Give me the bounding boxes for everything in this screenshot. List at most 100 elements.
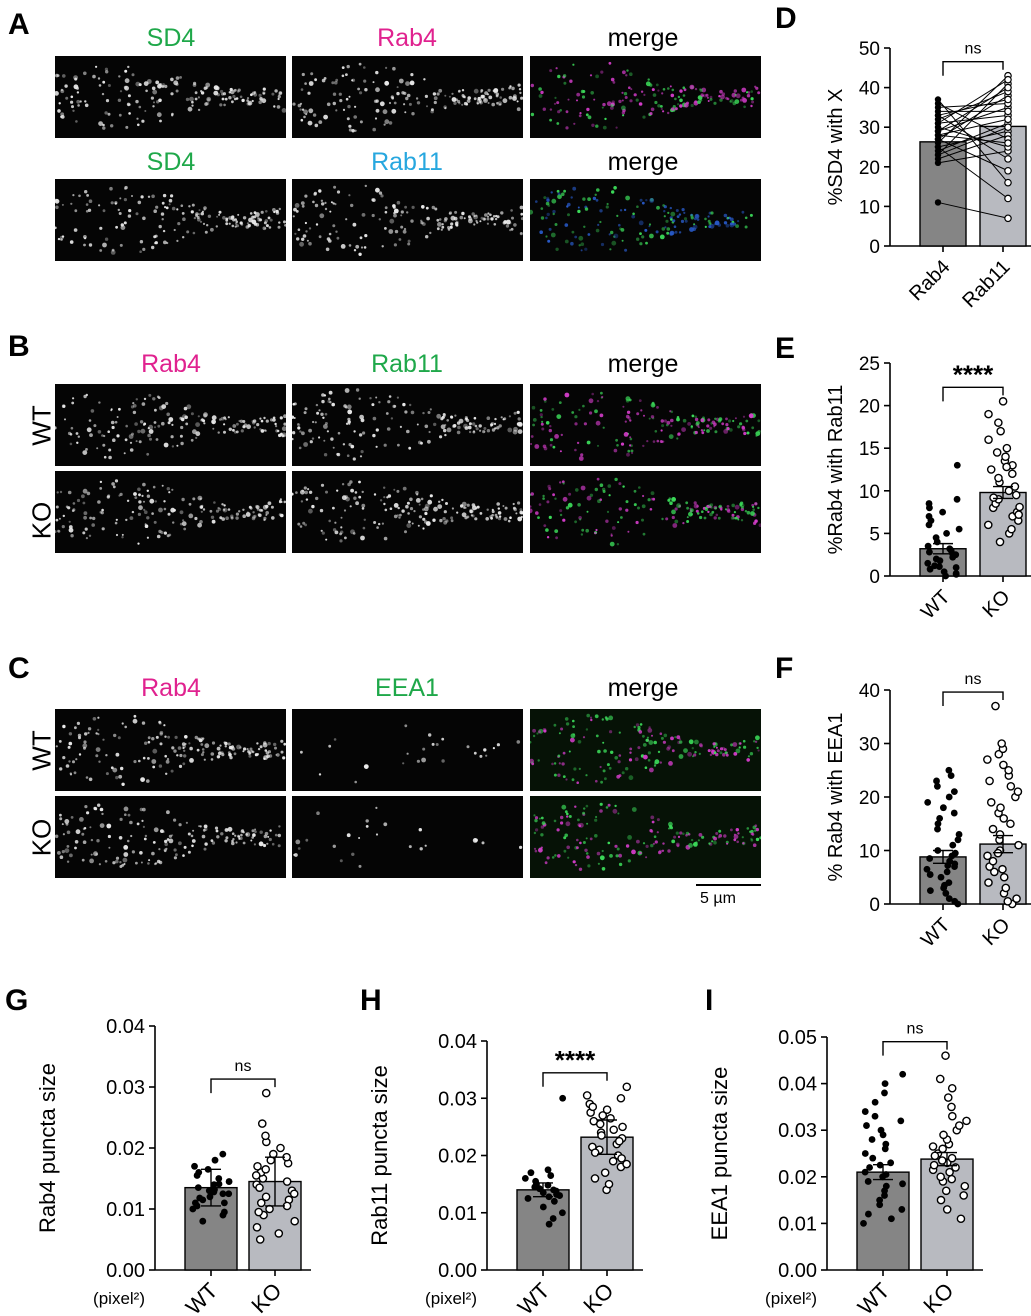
data-point [951,849,959,857]
punctum [173,818,177,822]
punctum [642,842,646,845]
punctum [486,222,489,225]
punctum [90,409,95,413]
data-point [933,782,941,790]
punctum [486,217,490,221]
punctum [155,80,160,85]
punctum [72,194,75,197]
punctum [339,99,343,103]
punctum [707,215,710,218]
punctum [552,445,556,449]
punctum [535,200,538,203]
punctum [396,86,399,89]
panel-b-label-3: merge [607,350,679,378]
punctum [316,411,320,415]
punctum [583,422,587,426]
punctum [146,489,149,492]
data-point [1015,502,1024,512]
punctum [72,397,75,400]
punctum [124,69,128,73]
punctum [710,506,713,509]
punctum [609,730,613,734]
punctum [595,779,598,783]
punctum [735,828,739,832]
punctum [273,105,276,108]
punctum [332,92,337,96]
punctum [721,746,726,751]
punctum [158,860,163,865]
punctum [362,431,366,435]
punctum [188,502,192,506]
punctum [151,512,154,515]
punctum [710,211,714,215]
punctum [89,433,93,437]
data-point [215,1180,223,1188]
punctum [565,821,571,827]
punctum [453,101,457,105]
punctum [444,94,447,97]
punctum [735,748,741,754]
punctum [579,841,582,845]
punctum [672,105,676,109]
data-point [524,1195,532,1202]
punctum [533,831,537,835]
punctum [561,192,565,197]
punctum [627,835,632,840]
data-point [983,755,992,764]
punctum [631,214,636,219]
data-point [934,825,941,833]
punctum [206,224,209,227]
punctum [513,411,517,415]
data-point [988,824,998,834]
punctum [155,735,159,739]
punctum [567,856,570,859]
data-point [940,568,948,576]
punctum [605,717,609,721]
punctum [583,225,586,228]
punctum [228,427,232,431]
punctum [693,842,698,847]
punctum [435,743,439,746]
punctum [427,499,433,505]
punctum [251,99,254,103]
punctum [132,718,138,724]
punctum [232,838,235,841]
punctum [560,815,564,820]
punctum [216,835,220,839]
punctum [705,93,709,97]
punctum [625,396,631,401]
punctum [616,214,619,217]
punctum [112,438,116,442]
punctum [597,749,601,754]
punctum [556,101,560,105]
punctum [318,235,322,239]
punctum [663,215,666,218]
punctum [303,115,306,119]
punctum [324,207,328,211]
punctum [406,523,412,528]
bar-wt [516,1189,570,1271]
punctum [416,759,420,763]
punctum [69,853,73,858]
punctum [305,838,309,842]
punctum [301,72,305,77]
punctum [293,207,297,212]
punctum [604,777,607,781]
punctum [410,73,414,77]
punctum [348,443,352,447]
punctum [657,750,661,754]
punctum [223,103,226,107]
pair-line [937,87,1009,132]
punctum [104,237,109,241]
punctum [128,434,134,439]
data-point [947,1102,956,1112]
punctum [669,85,672,88]
punctum [669,230,675,236]
punctum [191,100,194,104]
punctum [166,810,170,815]
punctum [748,413,754,419]
punctum [703,94,707,98]
punctum [123,85,127,89]
punctum [676,503,681,509]
punctum [237,88,241,92]
